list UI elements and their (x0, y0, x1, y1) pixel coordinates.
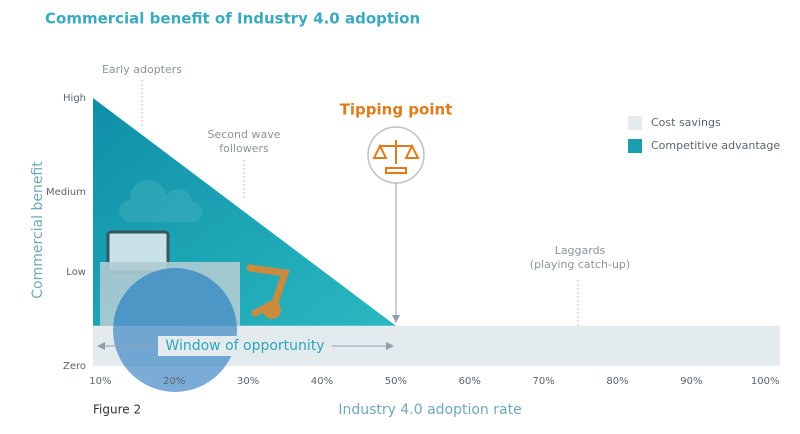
x-tick-label: 10% (89, 376, 111, 387)
legend-label: Competitive advantage (651, 139, 780, 152)
x-tick-label: 100% (751, 376, 780, 387)
x-tick-label: 30% (237, 376, 259, 387)
y-axis-label: Commercial benefit (30, 161, 46, 299)
x-axis-label: Industry 4.0 adoption rate (338, 402, 521, 418)
x-tick-label: 80% (606, 376, 628, 387)
x-tick-label: 70% (532, 376, 554, 387)
x-tick-label: 20% (163, 376, 185, 387)
legend-swatch (628, 139, 642, 153)
x-tick-label: 90% (680, 376, 702, 387)
legend-label: Cost savings (651, 116, 721, 129)
tipping-icon (372, 140, 420, 174)
chart-title: Commercial benefit of Industry 4.0 adopt… (45, 10, 420, 28)
x-tick-label: 60% (459, 376, 481, 387)
annotation: Laggards (playing catch-up) (530, 244, 630, 271)
figure-label: Figure 2 (93, 403, 141, 417)
annotation: Early adopters (102, 63, 182, 76)
x-tick-label: 40% (311, 376, 333, 387)
x-tick-label: 50% (385, 376, 407, 387)
y-tick-label: Medium (46, 187, 86, 198)
annotation: Tipping point (340, 101, 453, 119)
y-tick-label: Low (66, 267, 86, 278)
annotation: Window of opportunity (165, 338, 324, 354)
y-tick-label: High (63, 93, 86, 104)
y-tick-label: Zero (63, 361, 86, 372)
illustration (100, 179, 290, 392)
annotation: Second wave followers (208, 128, 281, 155)
window-label-bg (158, 336, 332, 356)
legend-swatch (628, 116, 642, 130)
